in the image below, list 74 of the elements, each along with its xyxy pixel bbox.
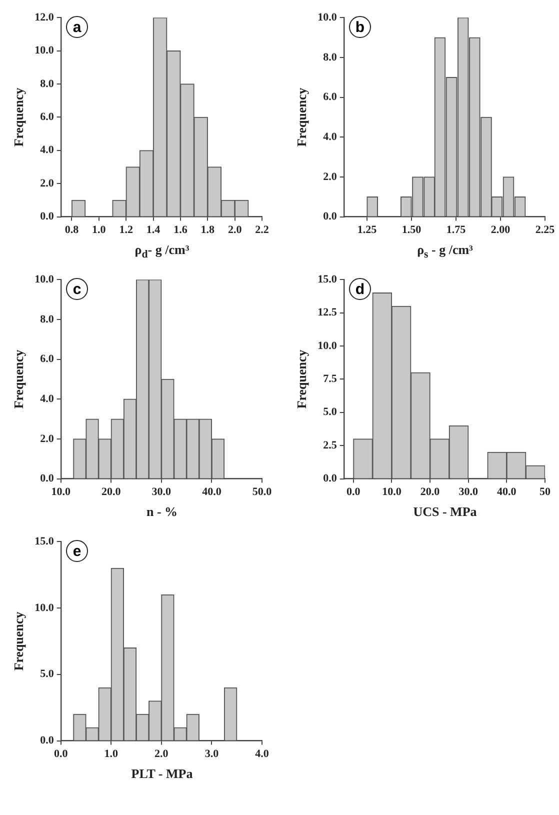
x-tick-label: 50: [540, 486, 551, 498]
y-tick-label: 8.0: [323, 51, 338, 64]
x-tick-label: 0.0: [54, 748, 68, 760]
y-tick-label: 10.0: [318, 340, 338, 352]
y-tick-label: 15.0: [34, 535, 54, 548]
x-tick-label: 2.25: [535, 224, 556, 236]
x-tick-label: 1.8: [200, 224, 216, 236]
y-tick-label: 6.0: [323, 91, 338, 104]
y-tick-label: 6.0: [40, 111, 54, 124]
y-tick-label: 7.5: [323, 373, 338, 386]
x-tick-label: 1.2: [119, 224, 134, 236]
y-tick-label: 5.0: [323, 406, 338, 418]
y-axis-title: Frequency: [294, 87, 310, 147]
annotation: b: [349, 16, 371, 38]
y-tick-label: 2.5: [323, 439, 338, 452]
x-tick-label: 3.0: [204, 748, 220, 760]
y-tick-label: 0.0: [40, 734, 54, 747]
y-tick-label: 12.5: [318, 306, 338, 319]
annotation: d: [349, 278, 371, 300]
x-tick-label: 10.0: [51, 486, 71, 498]
x-axis-title: ρ$_{d}$- g /cm³: [134, 242, 190, 261]
x-axis-title: UCS - MPa: [412, 504, 478, 520]
y-tick-label: 4.0: [40, 144, 54, 156]
y-tick-label: 4.0: [323, 130, 338, 143]
x-tick-label: 30.0: [458, 486, 478, 498]
x-tick-label: 1.4: [146, 224, 161, 236]
x-tick-label: 50.0: [252, 486, 272, 498]
y-tick-label: 6.0: [40, 353, 54, 366]
y-tick-label: 8.0: [40, 78, 54, 90]
y-tick-label: 10.0: [318, 11, 338, 24]
x-tick-label: 1.6: [174, 224, 188, 236]
annotation: a: [66, 16, 88, 38]
x-tick-label: 20.0: [102, 486, 122, 498]
x-tick-label: 1.75: [446, 224, 466, 236]
y-tick-label: 5.0: [40, 668, 54, 680]
x-tick-label: 4.0: [255, 748, 270, 760]
x-tick-label: 2.00: [490, 224, 511, 236]
x-tick-label: 0.8: [64, 224, 80, 236]
x-tick-label: 40.0: [497, 486, 517, 498]
x-tick-label: 20.0: [420, 486, 440, 498]
annotation: c: [66, 278, 88, 300]
x-tick-label: 2.0: [154, 748, 169, 760]
x-tick-label: 40.0: [202, 486, 222, 498]
x-tick-label: 1.0: [104, 748, 119, 760]
annotation: e: [66, 540, 88, 562]
y-tick-label: 2.0: [323, 170, 338, 183]
x-tick-label: 10.0: [382, 486, 402, 498]
y-tick-label: 8.0: [40, 313, 54, 326]
x-tick-label: 2.2: [255, 224, 270, 236]
x-axis-title: ρ$_{s}$ - g /cm³: [416, 242, 474, 261]
x-axis-title: n - %: [145, 504, 179, 520]
y-tick-label: 15.0: [318, 273, 338, 286]
x-tick-label: 0.0: [346, 486, 361, 498]
y-tick-label: 2.0: [40, 177, 54, 190]
x-tick-label: 1.0: [92, 224, 106, 236]
x-tick-label: 30.0: [152, 486, 172, 498]
y-tick-label: 0.0: [323, 210, 338, 223]
y-tick-label: 4.0: [40, 392, 54, 405]
y-tick-label: 0.0: [40, 472, 54, 485]
x-axis-title: PLT - MPa: [130, 766, 194, 782]
y-axis-title: Frequency: [294, 349, 310, 409]
y-tick-label: 10.0: [34, 602, 54, 614]
y-tick-label: 0.0: [40, 210, 54, 223]
y-axis-title: Frequency: [11, 611, 26, 671]
x-tick-label: 2.0: [228, 224, 242, 236]
y-tick-label: 10.0: [34, 44, 54, 57]
y-tick-label: 12.0: [34, 11, 54, 24]
y-axis-title: Frequency: [11, 87, 26, 147]
y-axis-title: Frequency: [11, 349, 26, 409]
y-tick-label: 2.0: [40, 432, 54, 445]
x-tick-label: 1.50: [402, 224, 422, 236]
x-tick-label: 1.25: [357, 224, 378, 236]
y-tick-label: 10.0: [34, 273, 54, 286]
y-tick-label: 0.0: [323, 472, 338, 485]
